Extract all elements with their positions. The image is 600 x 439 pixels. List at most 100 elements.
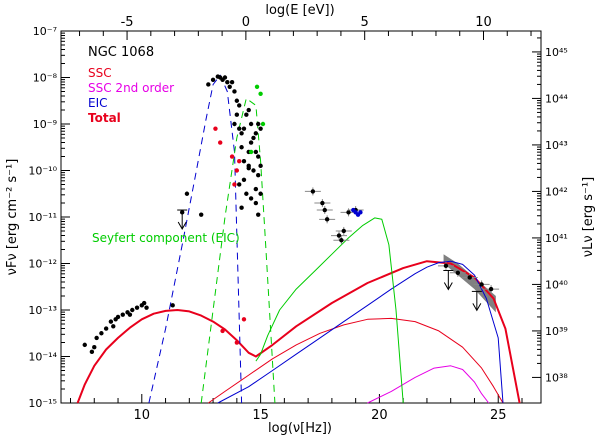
data-point-ir-optical xyxy=(256,212,261,217)
data-point-ir-optical xyxy=(256,172,261,178)
data-point-x-ray xyxy=(322,207,327,213)
data-point-ir-optical xyxy=(239,131,244,136)
legend-ssc: SSC xyxy=(88,66,112,80)
upper-limit-arrowhead xyxy=(472,303,482,312)
data-point-gamma-ray xyxy=(467,275,472,280)
data-point-ir-optical xyxy=(237,103,242,108)
data-point-x-ray xyxy=(341,228,346,234)
top-tick-label: -5 xyxy=(121,15,134,30)
series-ssc xyxy=(208,317,504,404)
data-point-red-ssc-points xyxy=(234,340,240,345)
right-tick-label: 10⁴² xyxy=(545,185,568,198)
data-point-radio xyxy=(184,191,190,196)
data-point-x-ray xyxy=(324,217,330,222)
data-point-ir-optical xyxy=(246,165,251,171)
x-tick-label: 20 xyxy=(371,408,388,423)
data-point-ir-optical xyxy=(241,126,247,131)
data-point-ir-optical xyxy=(239,145,244,150)
data-point-x-ray xyxy=(310,189,316,194)
data-point-radio xyxy=(130,307,135,313)
series-ssc-2nd-order xyxy=(367,365,490,404)
data-point-red-ssc-points xyxy=(241,317,247,322)
data-point-green-points xyxy=(248,149,254,155)
right-tick-label: 10⁴¹ xyxy=(545,232,568,245)
data-point-ir-optical xyxy=(237,182,242,187)
right-tick-label: 10⁴⁰ xyxy=(545,278,568,291)
y-tick-label: 10⁻¹¹ xyxy=(28,211,57,224)
data-point-radio xyxy=(108,319,114,324)
top-tick-label: 5 xyxy=(361,15,369,30)
top-axis-label: log(E [eV]) xyxy=(265,3,334,18)
data-point-red-ssc-points xyxy=(229,154,235,159)
data-point-ir-optical xyxy=(225,79,230,85)
data-point-ir-optical xyxy=(248,196,254,201)
data-point-ir-optical xyxy=(227,84,232,90)
data-point-radio xyxy=(170,303,175,308)
data-point-red-ssc-points xyxy=(213,126,218,131)
right-tick-label: 10⁴⁴ xyxy=(545,92,568,105)
data-point-gamma-ray xyxy=(443,263,449,269)
data-point-ir-optical xyxy=(198,212,204,217)
data-point-ir-optical xyxy=(232,121,237,127)
data-point-ir-optical xyxy=(239,205,244,210)
data-point-radio xyxy=(115,314,121,320)
series-seyfert-component-eic- xyxy=(255,217,404,404)
data-point-ir-optical xyxy=(251,168,256,173)
data-point-ir-optical xyxy=(234,112,240,117)
data-point-eic-points xyxy=(358,210,363,215)
y-tick-label: 10⁻¹³ xyxy=(28,304,57,317)
y-tick-label: 10⁻⁹ xyxy=(33,118,57,131)
data-point-red-ssc-points xyxy=(232,182,237,187)
data-point-ir-optical xyxy=(248,121,254,127)
data-point-ir-optical xyxy=(232,89,237,94)
data-point-radio xyxy=(120,312,125,317)
right-tick-label: 10³⁸ xyxy=(545,371,568,384)
data-point-radio xyxy=(111,324,116,329)
data-point-red-ssc-points xyxy=(237,159,242,164)
data-point-ir-optical xyxy=(253,149,259,155)
data-point-radio xyxy=(141,300,147,306)
y-tick-label: 10⁻¹⁰ xyxy=(28,165,57,178)
legend-ssc-2nd-order: SSC 2nd order xyxy=(88,81,174,95)
series-dust-component-dashed-green- xyxy=(200,97,276,404)
series-disk-component-dashed-blue- xyxy=(148,74,243,404)
data-point-radio xyxy=(99,331,104,336)
data-point-radio xyxy=(89,349,95,355)
data-point-ir-optical xyxy=(253,200,259,206)
data-point-radio xyxy=(127,312,133,317)
seyfert-annotation: Seyfert component (EIC) xyxy=(92,231,240,245)
data-point-red-ssc-points xyxy=(218,140,223,145)
data-point-radio xyxy=(144,305,149,310)
data-point-ir-optical xyxy=(258,191,263,196)
series-total xyxy=(76,260,521,404)
y-tick-label: 10⁻¹⁴ xyxy=(28,351,57,364)
data-point-ir-optical xyxy=(258,126,263,131)
data-point-green-points xyxy=(258,91,263,96)
top-tick-label: 10 xyxy=(475,15,492,30)
data-point-x-ray xyxy=(346,210,351,215)
data-point-x-ray xyxy=(339,238,344,243)
data-point-ir-optical xyxy=(241,177,247,182)
data-point-radio xyxy=(94,335,99,341)
data-point-ir-optical xyxy=(206,82,211,87)
data-point-ir-optical xyxy=(234,98,240,103)
x-tick-label: 25 xyxy=(490,408,507,423)
data-point-ir-optical xyxy=(256,121,261,127)
data-point-ir-optical xyxy=(258,163,263,169)
y-tick-label: 10⁻⁷ xyxy=(33,25,57,38)
data-point-ir-optical xyxy=(251,135,256,141)
data-point-ir-optical xyxy=(248,140,254,145)
gamma-ray-band xyxy=(443,254,496,313)
y-tick-label: 10⁻⁸ xyxy=(33,72,58,85)
data-point-radio xyxy=(82,342,87,348)
data-point-ir-optical xyxy=(244,112,249,117)
upper-limit-arrowhead xyxy=(443,282,453,291)
legend-eic: EIC xyxy=(88,96,108,110)
upper-limit-arrowhead xyxy=(177,221,187,231)
data-point-ir-optical xyxy=(253,186,259,192)
right-tick-label: 10⁴³ xyxy=(545,139,568,152)
data-point-gamma-ray xyxy=(488,286,494,292)
data-point-ir-optical xyxy=(246,107,251,113)
data-point-green-points xyxy=(254,84,260,90)
